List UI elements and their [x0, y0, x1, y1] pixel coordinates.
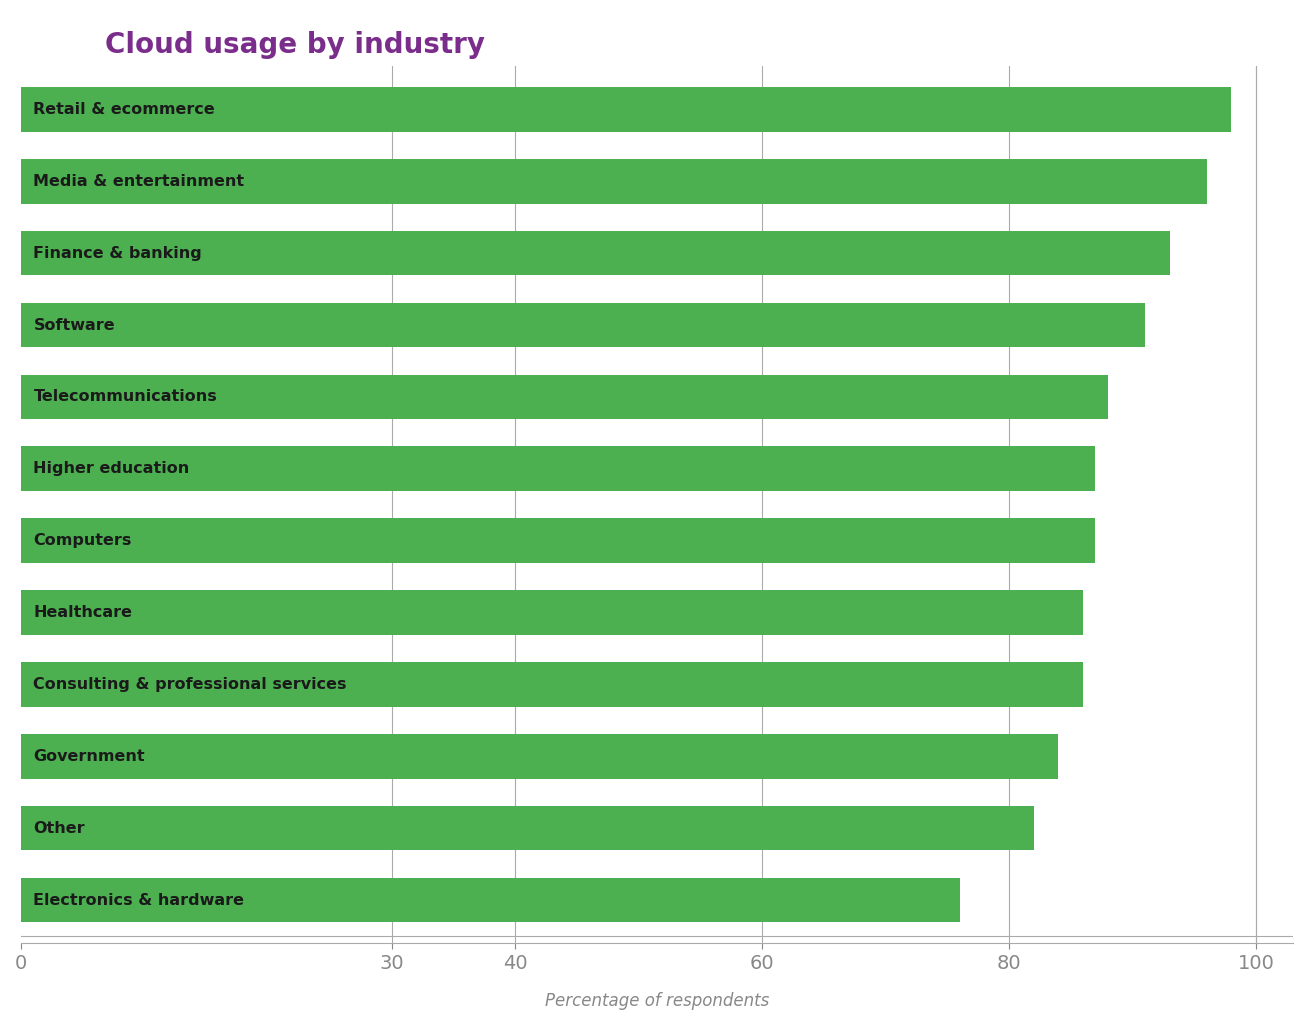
Bar — [21, 374, 1108, 419]
Text: Higher education: Higher education — [34, 461, 190, 477]
Bar — [21, 231, 1169, 276]
Text: Other: Other — [34, 821, 85, 835]
Bar — [21, 87, 1231, 131]
Bar — [21, 806, 1033, 851]
Text: Electronics & hardware: Electronics & hardware — [34, 893, 245, 907]
Bar — [21, 519, 1095, 563]
Text: Media & entertainment: Media & entertainment — [34, 174, 245, 189]
X-axis label: Percentage of respondents: Percentage of respondents — [545, 992, 769, 1010]
Text: Telecommunications: Telecommunications — [34, 390, 217, 405]
Bar — [21, 662, 1083, 706]
Bar — [21, 159, 1206, 204]
Bar — [21, 734, 1058, 779]
Text: Government: Government — [34, 748, 145, 764]
Text: Consulting & professional services: Consulting & professional services — [34, 676, 347, 692]
Text: Computers: Computers — [34, 533, 132, 548]
Text: Software: Software — [34, 318, 115, 332]
Text: Healthcare: Healthcare — [34, 605, 132, 620]
Text: Finance & banking: Finance & banking — [34, 246, 203, 260]
Bar — [21, 877, 960, 922]
Text: Cloud usage by industry: Cloud usage by industry — [105, 31, 485, 58]
Text: Retail & ecommerce: Retail & ecommerce — [34, 101, 216, 117]
Bar — [21, 590, 1083, 634]
Bar — [21, 302, 1144, 347]
Bar — [21, 447, 1095, 491]
